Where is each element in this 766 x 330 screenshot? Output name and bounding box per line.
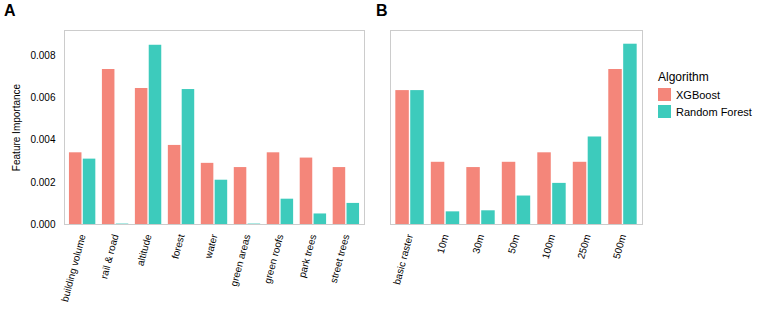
- svg-text:green areas: green areas: [228, 233, 252, 287]
- svg-text:Feature Importance: Feature Importance: [11, 83, 22, 171]
- svg-text:rail & road: rail & road: [98, 233, 120, 280]
- svg-text:altitude: altitude: [135, 233, 154, 267]
- svg-text:basic raster: basic raster: [391, 232, 415, 285]
- svg-text:green roofs: green roofs: [262, 233, 286, 285]
- svg-text:250m: 250m: [575, 233, 592, 260]
- svg-text:park trees: park trees: [296, 233, 318, 279]
- html-text:Random Forest: Random Forest: [676, 105, 752, 118]
- svg-text:0.004: 0.004: [30, 134, 55, 145]
- svg-text:forest: forest: [169, 233, 186, 260]
- svg-text:0.000: 0.000: [30, 219, 55, 230]
- html-text:A: A: [4, 2, 16, 19]
- svg-text:100m: 100m: [540, 233, 557, 260]
- html-text:Algorithm: Algorithm: [658, 70, 709, 84]
- svg-text:50m: 50m: [506, 233, 522, 255]
- svg-text:10m: 10m: [435, 233, 451, 255]
- svg-text:0.006: 0.006: [30, 92, 55, 103]
- svg-text:building volume: building volume: [59, 233, 88, 303]
- svg-text:0.002: 0.002: [30, 177, 55, 188]
- svg-text:500m: 500m: [611, 233, 628, 260]
- svg-text:0.008: 0.008: [30, 50, 55, 61]
- html-text:B: B: [376, 2, 388, 19]
- svg-text:street trees: street trees: [328, 233, 352, 284]
- svg-text:30m: 30m: [470, 233, 486, 255]
- svg-text:water: water: [202, 232, 219, 260]
- html-text:XGBoost: XGBoost: [676, 88, 720, 101]
